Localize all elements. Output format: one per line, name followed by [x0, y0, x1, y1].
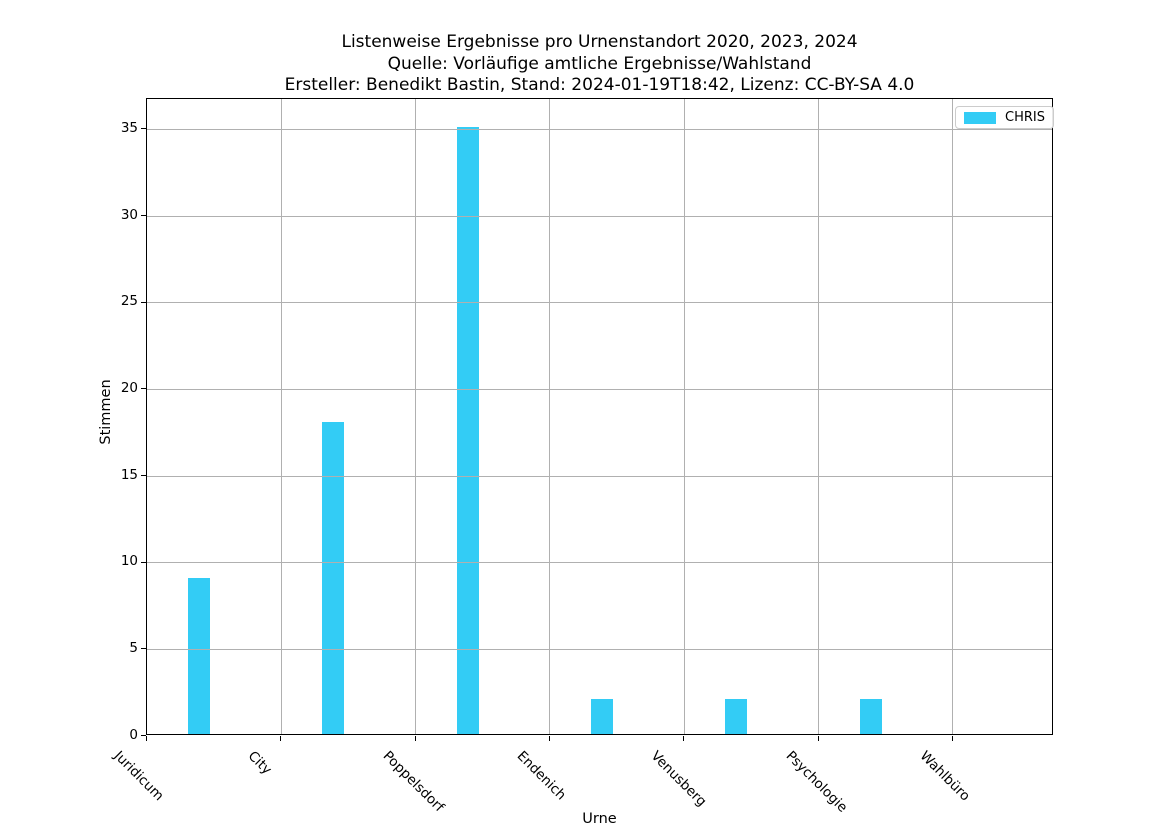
y-tick-mark-30	[141, 215, 146, 216]
x-tick-label-6: Wahlbüro	[916, 748, 973, 805]
chart-title: Listenweise Ergebnisse pro Urnenstandort…	[146, 32, 1053, 97]
bar-venusberg	[725, 699, 748, 734]
x-tick-label-0: Juridicum	[110, 748, 167, 805]
h-gridline-10	[147, 562, 1052, 564]
h-gridline-5	[147, 648, 1052, 650]
bar-city	[322, 422, 345, 734]
x-tick-label-3: Endenich	[513, 748, 569, 804]
y-tick-mark-5	[141, 648, 146, 650]
x-tick-label-4: Venusberg	[647, 748, 710, 810]
chart-title-line-3: Ersteller: Benedikt Bastin, Stand: 2024-…	[284, 75, 915, 95]
x-tick-mark-1	[280, 736, 282, 741]
x-tick-mark-5	[817, 736, 819, 741]
y-tick-label-0: 0	[129, 726, 138, 743]
y-tick-mark-0	[141, 735, 146, 736]
v-gridline-1	[280, 99, 282, 734]
x-tick-label-2: Poppelsdorf	[379, 748, 447, 816]
chart-title-line-1: Listenweise Ergebnisse pro Urnenstandort…	[341, 32, 858, 52]
y-tick-label-10: 10	[120, 553, 138, 570]
bar-juridicum	[188, 578, 210, 734]
h-gridline-35	[147, 128, 1052, 130]
h-gridline-30	[147, 215, 1052, 217]
x-tick-mark-6	[951, 736, 953, 741]
v-gridline-5	[818, 99, 820, 734]
x-tick-mark-2	[414, 736, 416, 741]
bar-poppelsdorf	[456, 127, 479, 734]
h-gridline-25	[147, 302, 1052, 304]
chart-title-line-2: Quelle: Vorläufige amtliche Ergebnisse/W…	[387, 53, 812, 74]
x-tick-mark-0	[146, 736, 147, 741]
y-tick-label-5: 5	[129, 639, 138, 656]
y-tick-label-35: 35	[120, 119, 138, 136]
y-tick-mark-25	[141, 301, 146, 303]
y-tick-label-20: 20	[120, 379, 138, 396]
v-gridline-4	[683, 99, 685, 734]
bar-endenich	[590, 699, 613, 734]
h-gridline-20	[147, 388, 1052, 390]
x-tick-label-5: Psychologie	[782, 748, 850, 816]
x-axis-label: Urne	[582, 811, 617, 826]
v-gridline-6	[952, 99, 954, 734]
y-tick-mark-35	[141, 128, 146, 130]
x-tick-mark-4	[683, 736, 685, 741]
legend-swatch-chris	[964, 111, 996, 124]
bar-psychologie	[859, 699, 882, 734]
y-tick-label-25: 25	[120, 293, 138, 310]
v-gridline-3	[549, 99, 551, 734]
h-gridline-15	[147, 475, 1052, 477]
y-tick-label-15: 15	[120, 466, 138, 483]
plot-area	[146, 98, 1053, 735]
x-tick-label-1: City	[244, 748, 276, 779]
x-tick-mark-3	[548, 736, 550, 741]
y-tick-label-30: 30	[120, 206, 138, 223]
y-tick-mark-20	[141, 388, 146, 390]
v-gridline-2	[415, 99, 417, 734]
y-tick-mark-15	[141, 475, 146, 476]
legend: CHRIS	[955, 106, 1054, 129]
y-tick-mark-10	[141, 561, 146, 563]
legend-label-chris: CHRIS	[1005, 110, 1045, 125]
